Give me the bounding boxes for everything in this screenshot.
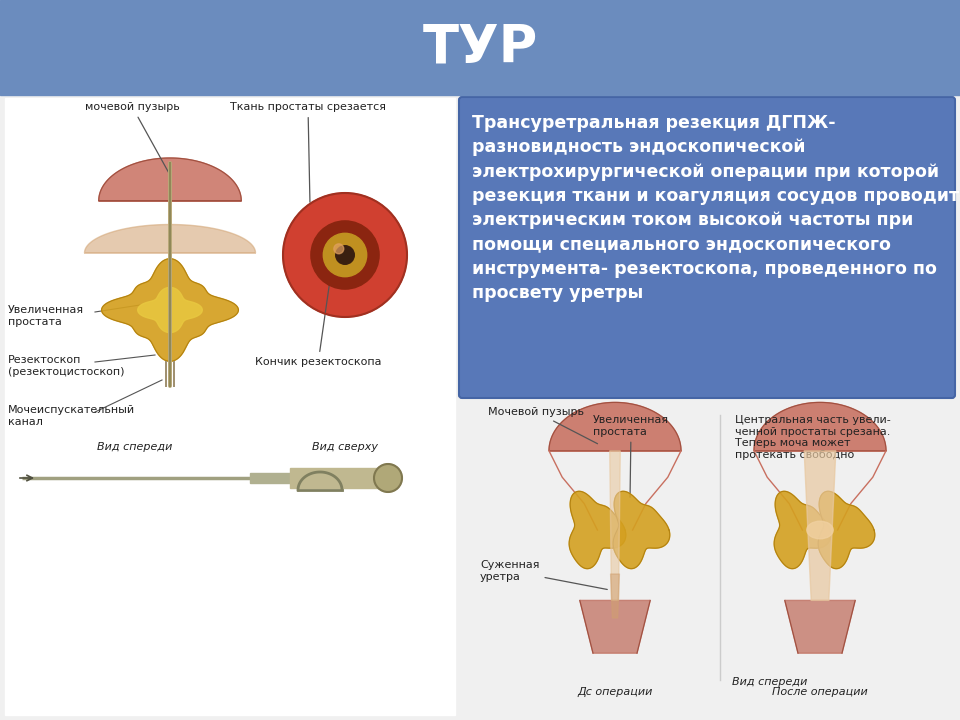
Polygon shape [137, 287, 203, 333]
Polygon shape [569, 491, 626, 569]
Text: Центральная часть увели-
ченной простаты срезана.
Теперь моча может
протекать св: Центральная часть увели- ченной простаты… [735, 415, 891, 460]
Polygon shape [290, 468, 380, 488]
Text: Резектоскоп
(резектоцистоскоп): Резектоскоп (резектоцистоскоп) [8, 355, 125, 377]
Polygon shape [580, 600, 650, 653]
Polygon shape [611, 574, 619, 618]
Text: Трансуретральная резекция ДГПЖ-
разновидность эндоскопической
электрохирургическ: Трансуретральная резекция ДГПЖ- разновид… [472, 114, 960, 302]
Polygon shape [818, 491, 875, 569]
Polygon shape [99, 158, 241, 201]
FancyBboxPatch shape [459, 97, 955, 398]
Circle shape [311, 221, 379, 289]
Text: Увеличенная
простата: Увеличенная простата [593, 415, 669, 498]
Text: Мочевой пузырь: Мочевой пузырь [488, 407, 597, 444]
Polygon shape [102, 258, 238, 361]
Text: мочевой пузырь: мочевой пузырь [85, 102, 180, 173]
Text: Вид спереди: Вид спереди [97, 442, 173, 452]
Polygon shape [84, 225, 255, 253]
Circle shape [283, 193, 407, 317]
Text: После операции: После операции [772, 687, 868, 697]
Circle shape [334, 244, 344, 253]
Bar [5, 98, 455, 715]
Text: Мочеиспускательный
канал: Мочеиспускательный канал [8, 405, 135, 426]
Text: Вид спереди: Вид спереди [732, 677, 807, 687]
Polygon shape [549, 402, 681, 451]
Circle shape [374, 464, 402, 492]
Circle shape [324, 233, 367, 276]
Circle shape [336, 246, 354, 264]
Polygon shape [250, 473, 290, 483]
Bar [0, 0, 960, 95]
Text: Вид сверху: Вид сверху [312, 442, 378, 452]
Polygon shape [754, 402, 886, 451]
Polygon shape [774, 491, 830, 569]
Text: Суженная
уретра: Суженная уретра [480, 560, 608, 590]
Text: Кончик резектоскопа: Кончик резектоскопа [255, 283, 381, 367]
Text: Дс операции: Дс операции [577, 687, 653, 697]
Text: ТУР: ТУР [422, 22, 538, 73]
Ellipse shape [806, 521, 833, 539]
Polygon shape [804, 451, 836, 600]
Polygon shape [610, 451, 620, 600]
Polygon shape [784, 600, 855, 653]
Text: Увеличенная
простата: Увеличенная простата [8, 305, 84, 327]
Text: Ткань простаты срезается: Ткань простаты срезается [230, 102, 386, 202]
Polygon shape [613, 491, 670, 569]
